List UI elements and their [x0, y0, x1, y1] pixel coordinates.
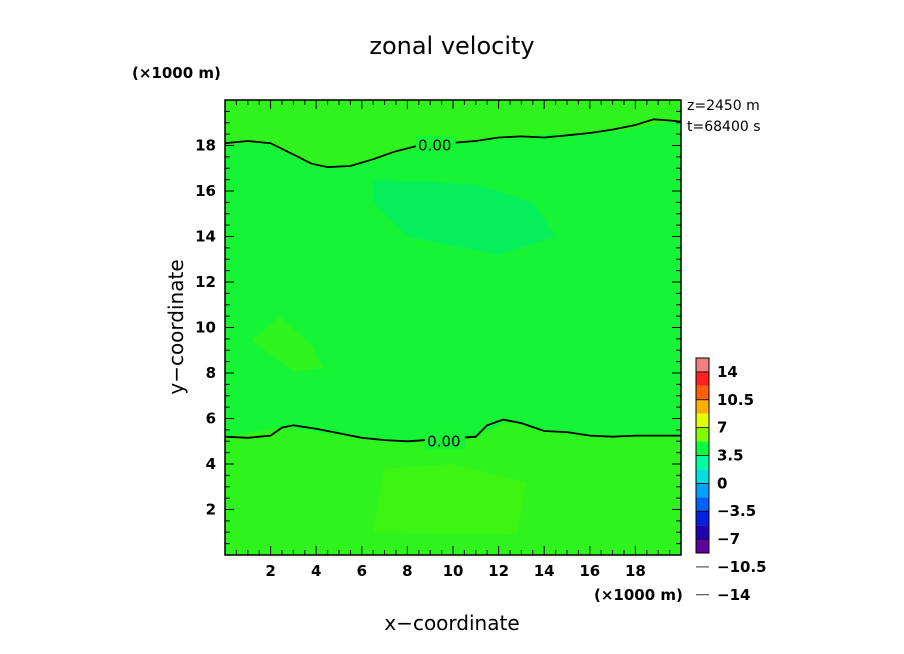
y-tick-label: 14: [195, 228, 216, 246]
colorbar-swatch-0: [696, 358, 709, 372]
y-tick-label: 4: [206, 455, 216, 473]
y-unit-label: (×1000 m): [132, 64, 221, 82]
contour-label-1: 0.00: [427, 432, 460, 450]
contour-label-bg-0: [415, 135, 456, 154]
x-axis-label: x−coordinate: [384, 611, 519, 635]
x-tick-label: 16: [579, 562, 600, 580]
info-time: t=68400 s: [687, 119, 761, 135]
field-region-3: [225, 100, 681, 166]
contour-line-0: [224, 118, 682, 169]
colorbar-swatch-13: [696, 539, 709, 553]
y-tick-label: 16: [195, 182, 216, 200]
x-unit-label: (×1000 m): [594, 586, 683, 604]
colorbar-swatch-6: [696, 441, 709, 456]
x-tick-label: 14: [534, 562, 555, 580]
x-tick-label: 2: [265, 562, 275, 580]
plot-area: 0.00 0.00 2 4 6 8 10 12 14 16 18 2 4 6 8 10 12 14 16 18: [195, 99, 682, 580]
info-z-level: z=2450 m: [687, 98, 760, 114]
colorbar-swatch-7: [696, 455, 709, 470]
contour-label-0: 0.00: [418, 137, 451, 155]
field-region-1: [373, 464, 526, 535]
colorbar-swatch-1: [696, 371, 709, 386]
y-tick-label: 12: [195, 273, 216, 291]
x-tick-label: 12: [488, 562, 509, 580]
x-tick-label: 8: [402, 562, 412, 580]
x-tick-label: 4: [311, 562, 321, 580]
colorbar-swatch-3: [696, 399, 709, 414]
y-tick-label: 18: [195, 137, 216, 155]
colorbar-label-2: 7: [717, 419, 727, 437]
y-tick-label: 10: [195, 319, 216, 337]
colorbar-swatch-8: [696, 469, 709, 484]
colorbar-swatch-9: [696, 483, 709, 498]
x-tick-label: 6: [357, 562, 367, 580]
x-tick-label: 10: [443, 562, 464, 580]
contour-lines: 0.00 0.00: [224, 118, 682, 450]
colorbar-swatch-2: [696, 385, 709, 400]
colorbar-label-7: −10.5: [717, 558, 767, 576]
colorbar-swatch-4: [696, 413, 709, 428]
velocity-field: [225, 100, 681, 555]
colorbar-label-1: 10.5: [717, 391, 754, 409]
y-tick-label: 6: [206, 410, 216, 428]
colorbar-swatch-5: [696, 427, 709, 442]
colorbar-swatch-10: [696, 497, 709, 512]
chart-title: zonal velocity: [369, 32, 534, 60]
colorbar-label-5: −3.5: [717, 502, 756, 520]
colorbar: 14 10.5 7 3.5 0 −3.5 −7 −10.5 −14: [695, 357, 767, 604]
field-region-4: [373, 179, 556, 255]
contour-line-1: [224, 418, 681, 443]
colorbar-swatch-11: [696, 511, 709, 526]
colorbar-label-3: 3.5: [717, 447, 744, 465]
y-tick-label: 8: [206, 364, 216, 382]
field-region-2: [252, 316, 323, 371]
y-axis-label: y−coordinate: [164, 259, 188, 394]
colorbar-label-4: 0: [717, 474, 727, 492]
plot-axes: 2 4 6 8 10 12 14 16 18 2 4 6 8 10 12 14 16 18: [195, 99, 682, 580]
colorbar-label-0: 14: [717, 363, 738, 381]
y-tick-label: 2: [206, 501, 216, 519]
x-tick-label: 18: [625, 562, 646, 580]
colorbar-swatch-12: [696, 525, 709, 540]
colorbar-label-8: −14: [717, 586, 750, 604]
contour-label-bg-1: [424, 431, 465, 450]
colorbar-label-6: −7: [717, 530, 740, 548]
